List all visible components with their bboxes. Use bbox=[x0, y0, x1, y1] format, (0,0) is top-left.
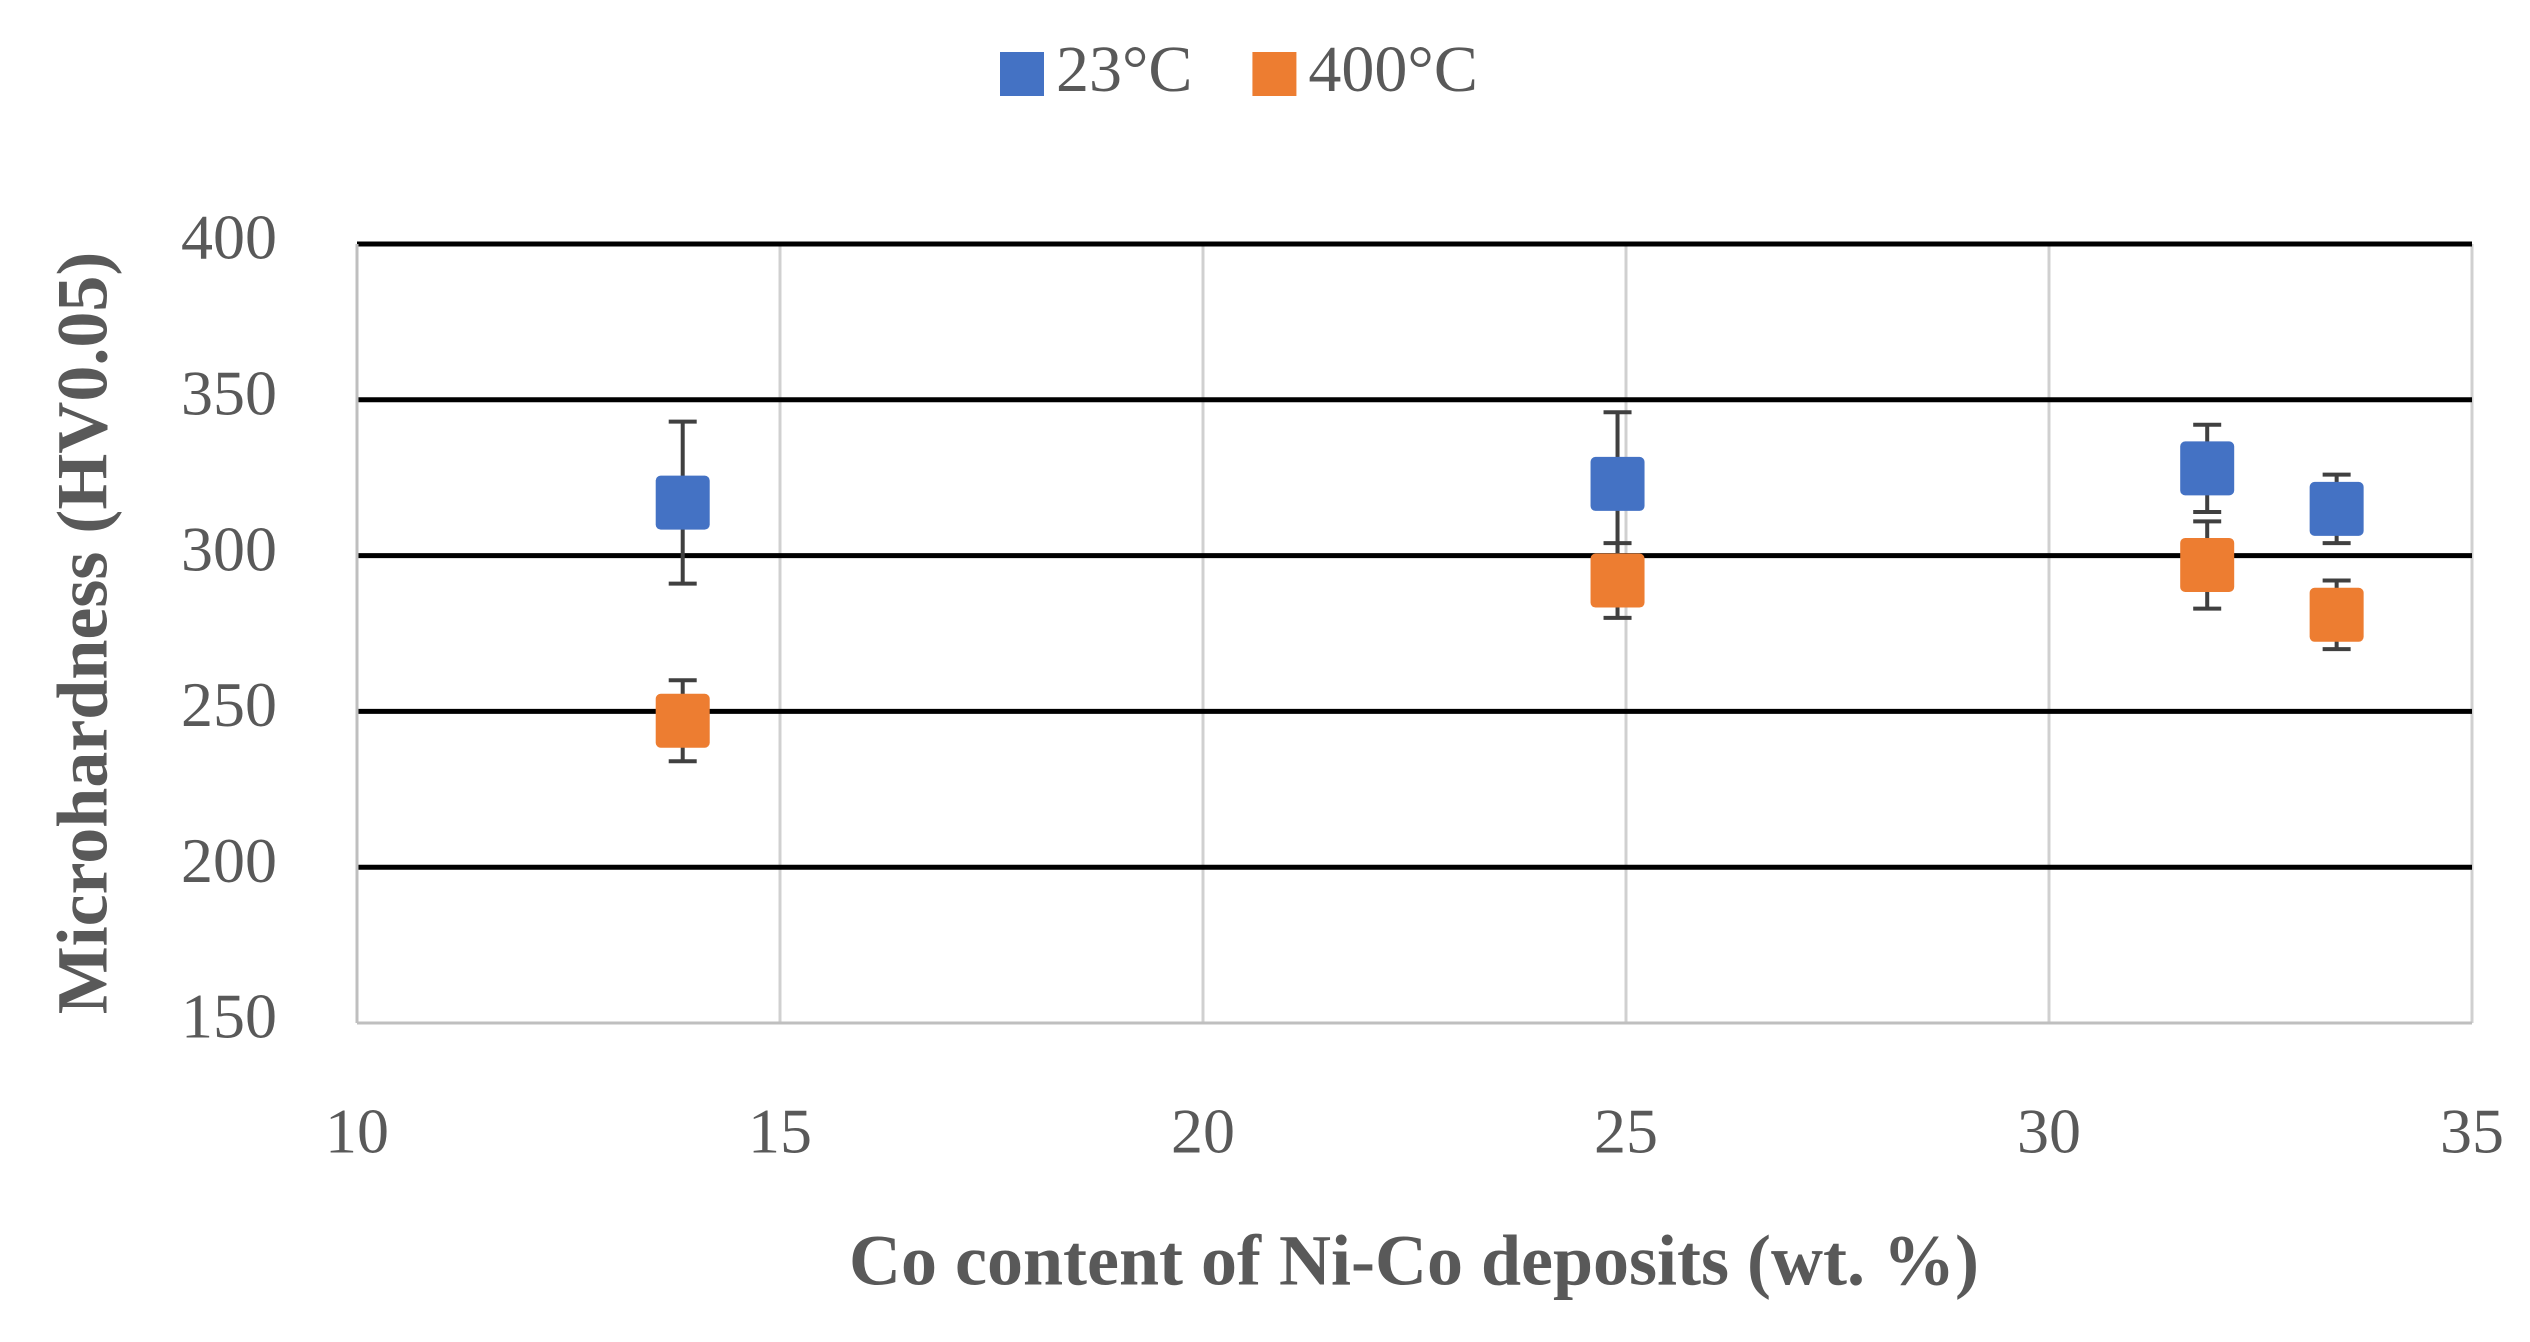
x-tick-label: 10 bbox=[325, 1096, 389, 1167]
legend-label: 400°C bbox=[1308, 33, 1477, 106]
y-tick-label: 300 bbox=[181, 513, 277, 584]
point bbox=[655, 693, 710, 748]
point bbox=[1590, 456, 1645, 511]
x-tick-label: 30 bbox=[2017, 1096, 2081, 1167]
y-axis-title: Microhardness (HV0.05) bbox=[43, 252, 123, 1015]
y-tick-label: 250 bbox=[181, 669, 277, 740]
point bbox=[655, 475, 710, 530]
x-tick-label: 20 bbox=[1171, 1096, 1235, 1167]
legend-label: 23°C bbox=[1056, 33, 1192, 106]
x-tick-label: 35 bbox=[2440, 1096, 2504, 1167]
point bbox=[2309, 481, 2364, 536]
y-tick-label: 400 bbox=[181, 202, 277, 273]
point bbox=[2180, 441, 2235, 496]
y-tick-label: 350 bbox=[181, 357, 277, 428]
y-tick-label: 150 bbox=[181, 981, 277, 1052]
legend-swatch bbox=[1000, 52, 1044, 96]
x-axis-title: Co content of Ni-Co deposits (wt. %) bbox=[849, 1221, 1979, 1301]
point bbox=[1590, 553, 1645, 608]
x-tick-label: 15 bbox=[748, 1096, 812, 1167]
legend-swatch bbox=[1252, 52, 1297, 96]
point bbox=[2180, 537, 2235, 592]
point bbox=[2309, 587, 2364, 642]
y-tick-label: 200 bbox=[181, 825, 277, 896]
x-tick-label: 25 bbox=[1594, 1096, 1658, 1167]
